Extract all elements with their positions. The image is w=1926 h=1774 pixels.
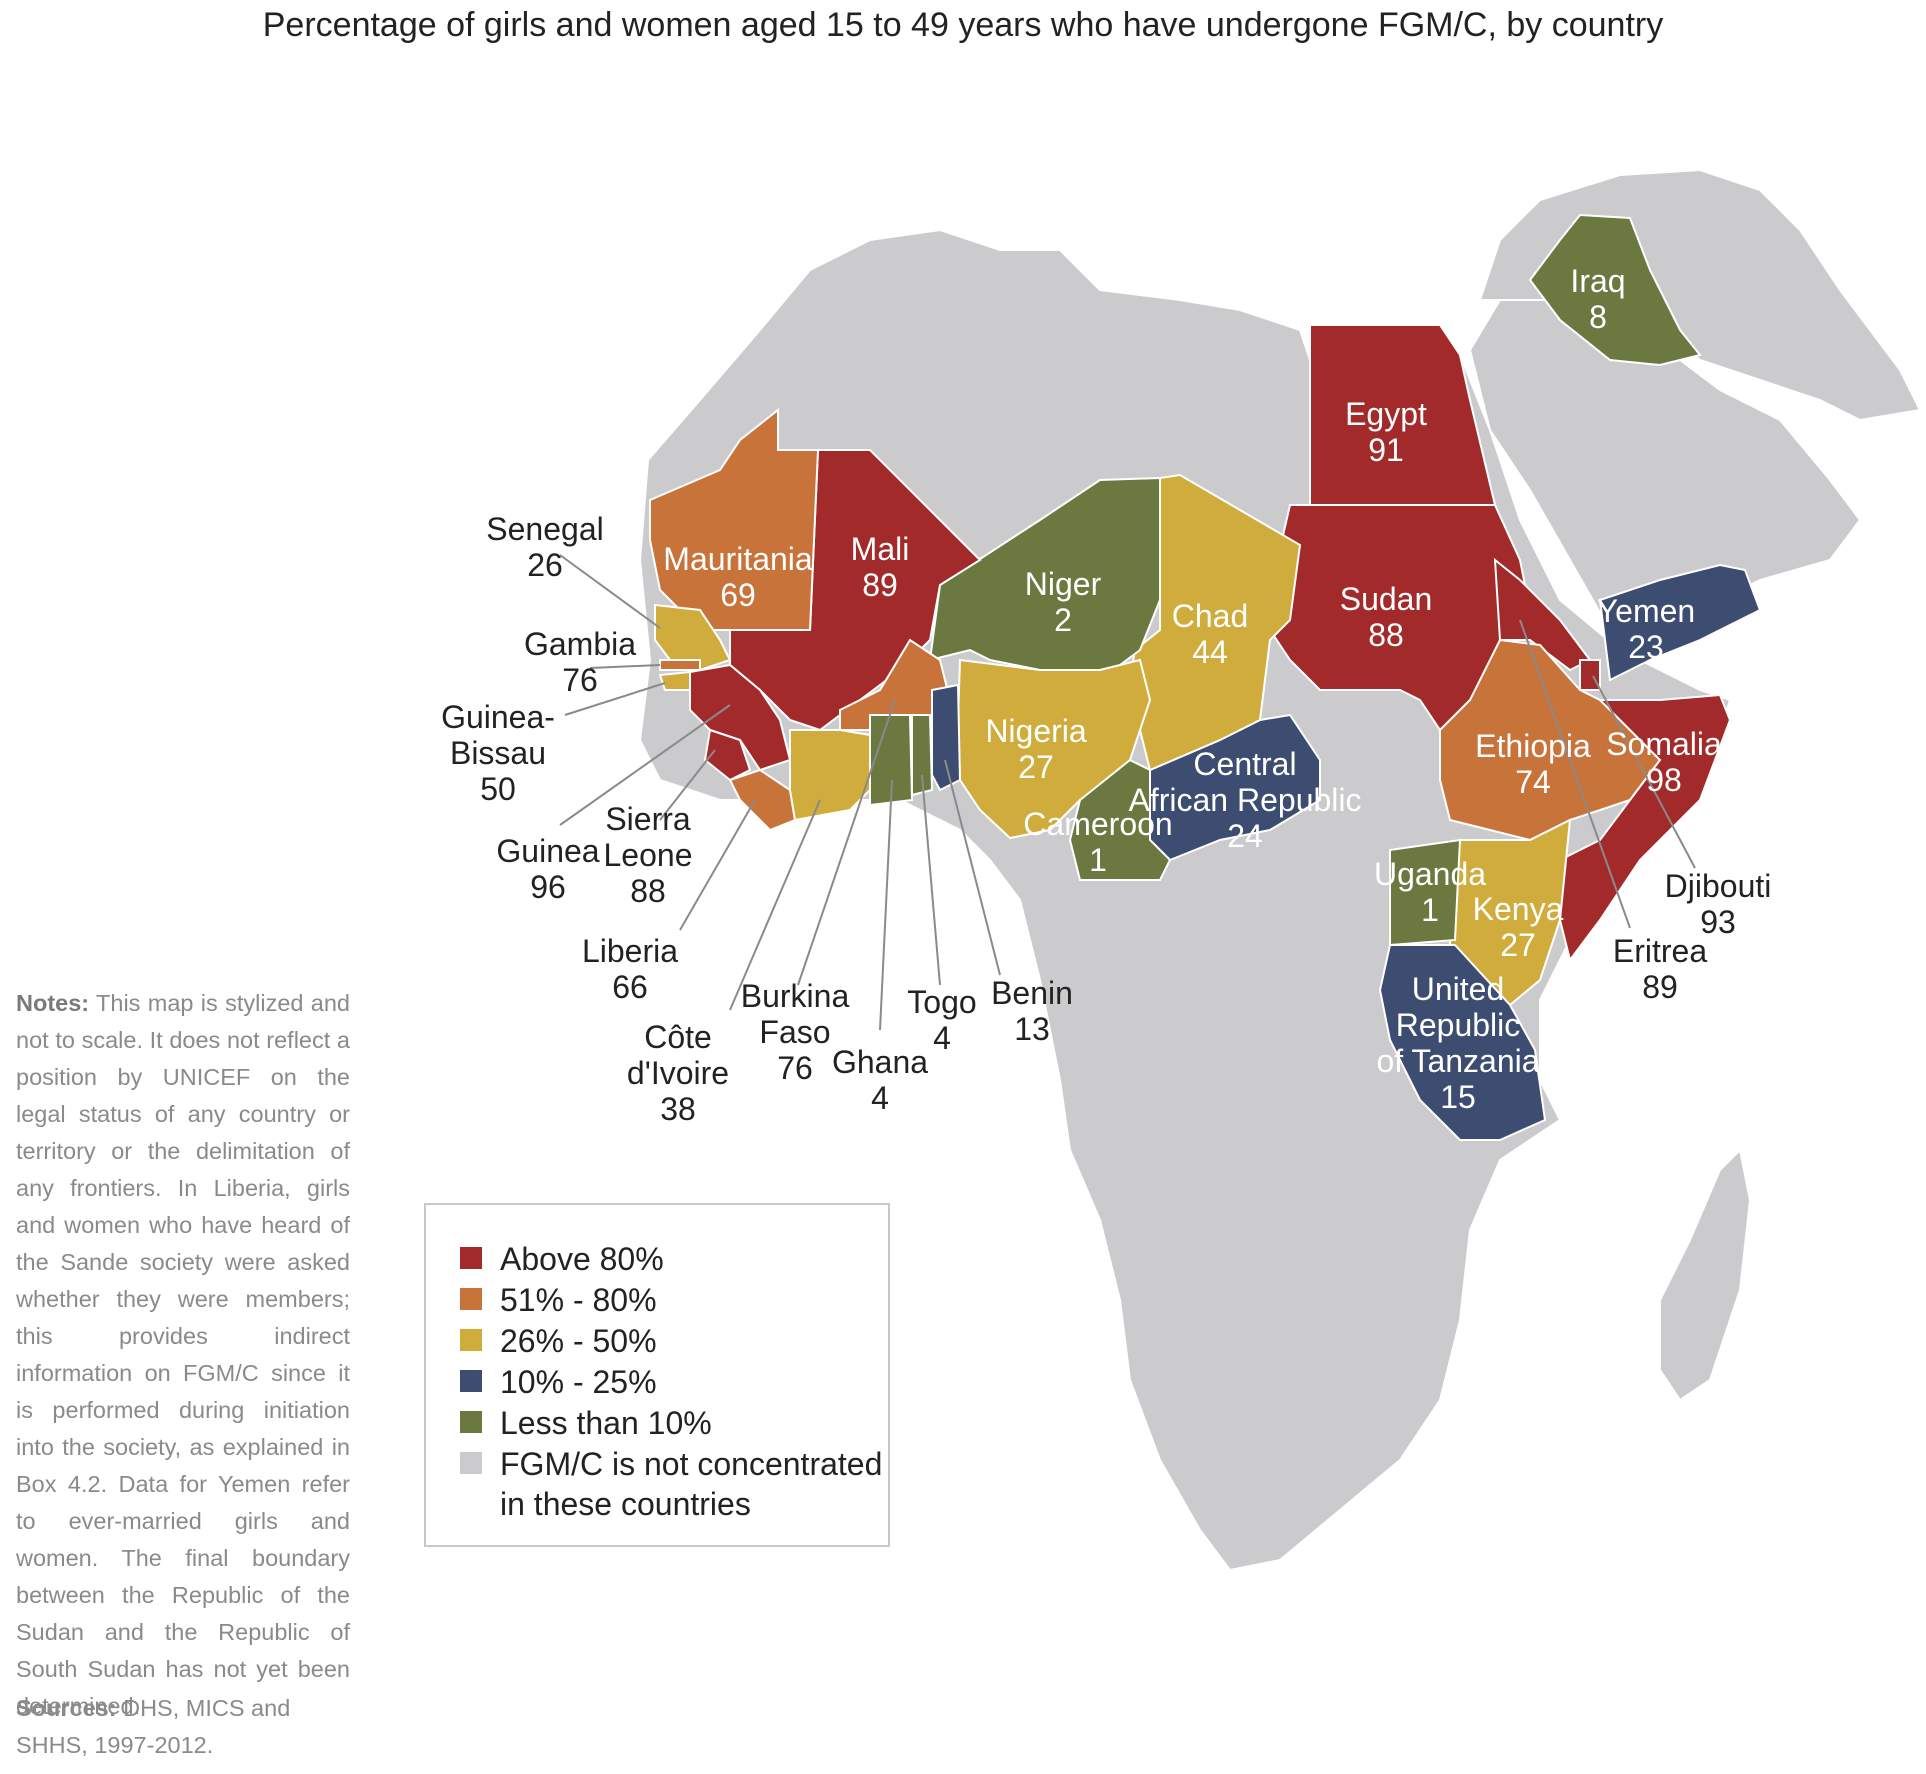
leader-guinea xyxy=(559,704,731,826)
notes-label: Notes: xyxy=(16,990,90,1016)
country-tanzania xyxy=(1378,944,1547,1141)
country-yemen xyxy=(1598,563,1762,682)
notes-text: This map is stylized and not to scale. I… xyxy=(16,990,350,1719)
label-car: Central African Republic 24 xyxy=(1129,746,1362,854)
map-notes: Notes: This map is stylized and not to s… xyxy=(16,985,350,1725)
country-iraq xyxy=(1528,213,1702,367)
leader-gambia xyxy=(589,664,661,669)
label-cameroon: Cameroon 1 xyxy=(1023,806,1172,878)
legend-swatch-above80 xyxy=(460,1247,482,1269)
label-gambia: Gambia 76 xyxy=(524,626,636,698)
leader-benin xyxy=(944,759,1001,976)
label-benin: Benin 13 xyxy=(991,975,1073,1047)
leader-togo xyxy=(921,774,941,986)
label-cote-divoire: Côte d'Ivoire 38 xyxy=(627,1019,729,1127)
leader-senegal xyxy=(559,554,661,629)
leader-guinea-bissau xyxy=(564,682,666,716)
legend-label-below10: Less than 10% xyxy=(500,1405,712,1441)
label-togo: Togo 4 xyxy=(907,984,976,1056)
leader-burkina-faso xyxy=(797,699,896,986)
legend-swatch-10-25 xyxy=(460,1370,482,1392)
legend-label-not-concentrated: FGM/C is not concentrated in these count… xyxy=(500,1444,882,1524)
legend-item-below10: Less than 10% xyxy=(460,1403,712,1441)
leader-liberia xyxy=(679,799,756,931)
label-nigeria: Nigeria 27 xyxy=(985,713,1087,785)
label-niger: Niger 2 xyxy=(1025,566,1102,638)
legend-label-26-50: 26% - 50% xyxy=(500,1323,657,1359)
label-ethiopia: Ethiopia 74 xyxy=(1475,728,1591,800)
country-guinea xyxy=(689,663,792,772)
legend-label-not-concentrated-line1: FGM/C is not concentrated xyxy=(500,1446,883,1482)
label-guinea-bissau: Guinea-Bissau 50 xyxy=(441,699,555,807)
country-uganda xyxy=(1389,838,1462,947)
label-burkina-faso: Burkina Faso 76 xyxy=(741,978,850,1086)
leader-eritrea xyxy=(1519,619,1631,929)
map-legend: Above 80% 51% - 80% 26% - 50% 10% - 25% … xyxy=(424,1203,890,1547)
country-somalia xyxy=(1559,693,1732,963)
label-somalia: Somalia 98 xyxy=(1606,726,1722,798)
leader-cote-divoire xyxy=(729,799,821,1011)
legend-label-51-80: 51% - 80% xyxy=(500,1282,657,1318)
sources-text: DHS, MICS and SHHS, 1997-2012. xyxy=(16,1695,291,1758)
label-sudan: Sudan 88 xyxy=(1340,581,1433,653)
map-sources: Sources: DHS, MICS and SHHS, 1997-2012. xyxy=(16,1690,350,1764)
legend-swatch-51-80 xyxy=(460,1288,482,1310)
map-title: Percentage of girls and women aged 15 to… xyxy=(262,6,1664,44)
country-gambia xyxy=(659,659,701,671)
label-liberia: Liberia 66 xyxy=(582,933,678,1005)
legend-label-10-25: 10% - 25% xyxy=(500,1364,657,1400)
label-mauritania: Mauritania 69 xyxy=(663,541,813,613)
country-togo xyxy=(911,714,934,797)
label-tanzania: United Republic of Tanzania 15 xyxy=(1376,971,1539,1115)
legend-item-10-25: 10% - 25% xyxy=(460,1362,657,1400)
madagascar-shape xyxy=(1659,1147,1752,1402)
label-chad: Chad 44 xyxy=(1172,598,1249,670)
country-benin xyxy=(931,683,962,792)
country-sierra-leone xyxy=(703,728,752,782)
label-egypt: Egypt 91 xyxy=(1345,396,1427,468)
legend-swatch-not-concentrated xyxy=(460,1452,482,1474)
legend-swatch-26-50 xyxy=(460,1329,482,1351)
leader-lines xyxy=(559,554,1696,1031)
country-cameroon xyxy=(1068,758,1172,881)
label-iraq: Iraq 8 xyxy=(1570,263,1625,335)
label-mali: Mali 89 xyxy=(851,531,910,603)
leader-sierra-leone xyxy=(659,749,716,821)
country-guinea-bissau xyxy=(658,670,691,691)
label-yemen: Yemen 23 xyxy=(1597,593,1695,665)
country-labels: Senegal 26 Gambia 76 Guinea-Bissau 50 Guine… xyxy=(441,263,1771,1127)
label-djibouti: Djibouti 93 xyxy=(1665,868,1772,940)
country-mauritania xyxy=(649,407,820,631)
label-senegal: Senegal 26 xyxy=(486,511,603,583)
label-guinea: Guinea 96 xyxy=(496,833,599,905)
legend-label-not-concentrated-line2: in these countries xyxy=(500,1486,751,1522)
colored-countries xyxy=(649,213,1762,1141)
label-uganda: Uganda 1 xyxy=(1374,856,1486,928)
country-senegal xyxy=(654,603,732,672)
label-ghana: Ghana 4 xyxy=(832,1044,928,1116)
legend-item-26-50: 26% - 50% xyxy=(460,1321,657,1359)
legend-item-not-concentrated: FGM/C is not concentrated in these count… xyxy=(460,1444,882,1524)
leader-djibouti xyxy=(1592,675,1696,869)
label-sierra-leone: Sierra Leone 88 xyxy=(604,801,693,909)
label-eritrea: Eritrea 89 xyxy=(1613,933,1707,1005)
label-kenya: Kenya 27 xyxy=(1473,891,1564,963)
legend-label-above80: Above 80% xyxy=(500,1241,664,1277)
sources-label: Sources: xyxy=(16,1695,117,1721)
legend-item-above80: Above 80% xyxy=(460,1239,664,1277)
legend-swatch-below10 xyxy=(460,1411,482,1433)
leader-ghana xyxy=(879,779,893,1031)
legend-item-51-80: 51% - 80% xyxy=(460,1280,657,1318)
